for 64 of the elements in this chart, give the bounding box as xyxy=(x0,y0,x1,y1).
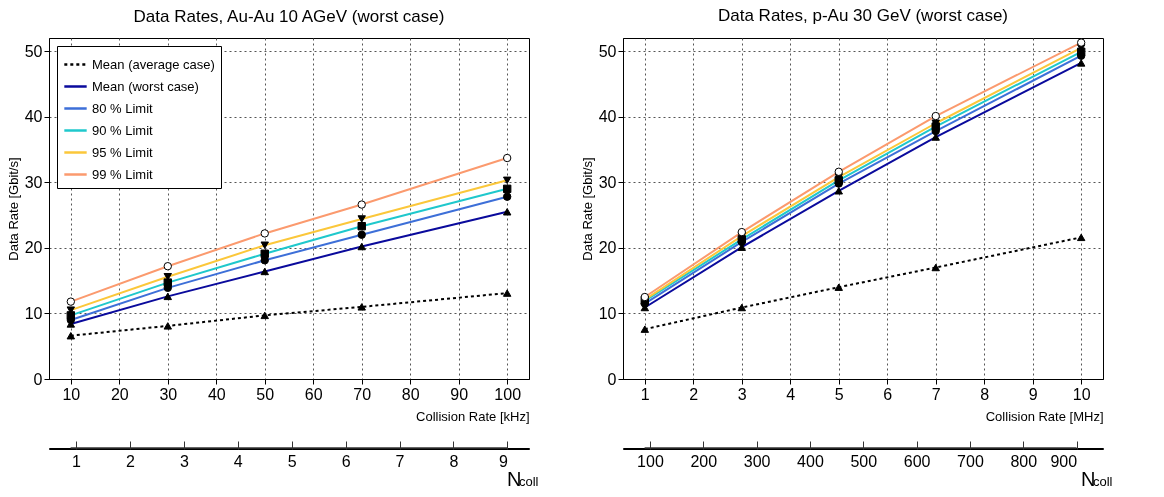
y-tick-label: 40 xyxy=(24,108,43,126)
x-tick-label: 5 xyxy=(834,385,844,403)
legend-label: Mean (worst case) xyxy=(92,78,199,94)
y-tick-label: 10 xyxy=(598,304,617,322)
legend-label: 99 % Limit xyxy=(92,166,154,182)
x-tick-label: 20 xyxy=(110,385,129,403)
y-tick-label: 40 xyxy=(598,108,617,126)
x-tick-label: 10 xyxy=(1072,385,1091,403)
x2-axis-title: Ncoll xyxy=(1081,468,1113,490)
x-tick-label: 9 xyxy=(1028,385,1038,403)
y-tick-label: 30 xyxy=(598,173,617,191)
x2-tick-label: 7 xyxy=(395,452,405,470)
x-tick-label: 10 xyxy=(62,385,81,403)
legend-label: 95 % Limit xyxy=(92,144,154,160)
x-tick-label: 6 xyxy=(883,385,893,403)
legend-label: Mean (average case) xyxy=(92,56,215,72)
x-tick-label: 1 xyxy=(640,385,650,403)
x2-tick-label: 900 xyxy=(1050,452,1078,470)
x2-tick-label: 4 xyxy=(233,452,243,470)
x-tick-label: 4 xyxy=(786,385,796,403)
x-tick-label: 7 xyxy=(931,385,941,403)
chart-title: Data Rates, Au-Au 10 AGeV (worst case) xyxy=(133,7,445,26)
x-tick-label: 100 xyxy=(494,385,522,403)
y-tick-label: 30 xyxy=(24,173,43,191)
y-tick-label: 50 xyxy=(598,42,617,60)
y-axis-title: Data Rate [Gbit/s] xyxy=(5,157,21,261)
y-tick-label: 0 xyxy=(33,370,43,388)
x-axis-title: Collision Rate [MHz] xyxy=(985,408,1104,424)
x-tick-label: 8 xyxy=(980,385,990,403)
x-axis-title: Collision Rate [kHz] xyxy=(416,408,530,424)
x2-tick-label: 600 xyxy=(903,452,931,470)
x-tick-label: 80 xyxy=(401,385,420,403)
x2-tick-label: 3 xyxy=(179,452,189,470)
x2-tick-label: 100 xyxy=(637,452,664,470)
x2-tick-label: 400 xyxy=(797,452,824,470)
x2-tick-label: 700 xyxy=(957,452,984,470)
y-axis-title: Data Rate [Gbit/s] xyxy=(579,157,595,261)
y-tick-label: 10 xyxy=(24,304,43,322)
legend-label: 80 % Limit xyxy=(92,100,154,116)
x2-tick-label: 200 xyxy=(690,452,718,470)
x2-tick-label: 8 xyxy=(449,452,459,470)
y-tick-label: 20 xyxy=(598,239,617,257)
x2-tick-label: 1 xyxy=(72,452,82,470)
y-tick-label: 0 xyxy=(607,370,617,388)
x-tick-label: 60 xyxy=(304,385,323,403)
x-tick-label: 2 xyxy=(689,385,699,403)
legend-label: 90 % Limit xyxy=(92,122,154,138)
x-tick-label: 90 xyxy=(450,385,469,403)
x-tick-label: 3 xyxy=(737,385,747,403)
y-tick-label: 50 xyxy=(24,42,43,60)
x-tick-label: 70 xyxy=(353,385,372,403)
x2-axis-title: Ncoll xyxy=(507,468,539,490)
x-tick-label: 50 xyxy=(256,385,275,403)
x2-tick-label: 500 xyxy=(850,452,878,470)
x2-tick-label: 5 xyxy=(287,452,297,470)
x2-tick-label: 800 xyxy=(1010,452,1038,470)
x2-tick-label: 2 xyxy=(125,452,135,470)
x-tick-label: 30 xyxy=(159,385,178,403)
x2-tick-label: 300 xyxy=(743,452,771,470)
x2-tick-label: 9 xyxy=(498,452,508,470)
chart-title: Data Rates, p-Au 30 GeV (worst case) xyxy=(717,5,1009,25)
x2-tick-label: 6 xyxy=(341,452,351,470)
y-tick-label: 20 xyxy=(24,239,43,257)
x-tick-label: 40 xyxy=(207,385,226,403)
